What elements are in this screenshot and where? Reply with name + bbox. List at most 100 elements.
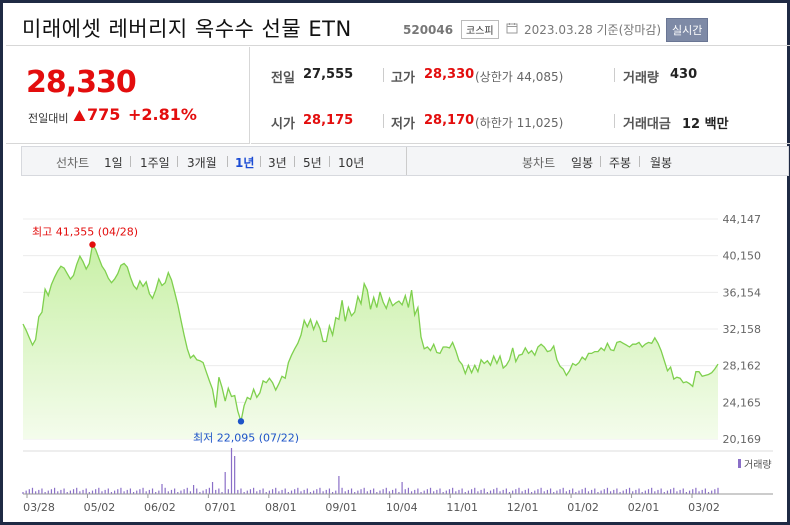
volume-bar (132, 492, 135, 494)
volume-bar (69, 490, 71, 494)
volume-bar (60, 489, 62, 494)
volume-bar (682, 488, 684, 494)
period-1y[interactable]: 1년 (235, 156, 255, 170)
line-chart-label: 선차트 (56, 156, 90, 170)
period-10y[interactable]: 10년 (338, 156, 365, 170)
volume-bar (199, 492, 201, 494)
volume-bar (335, 490, 337, 494)
volume-bar (246, 490, 248, 494)
volume-bar (360, 489, 362, 494)
y-tick-label: 20,169 (723, 433, 762, 446)
candle-weekly[interactable]: 주봉 (609, 156, 632, 170)
volume-bar (164, 487, 166, 494)
volume-bar (322, 491, 324, 494)
candle-daily[interactable]: 일봉 (571, 156, 594, 170)
up-triangle-icon (73, 110, 86, 121)
volume-bar (711, 490, 713, 494)
separator (294, 156, 295, 167)
volume-bar (338, 476, 340, 494)
separator (130, 156, 131, 167)
volume-bar (423, 490, 425, 494)
volume-bar (53, 487, 56, 494)
volume-bar (180, 490, 182, 494)
period-1d[interactable]: 1일 (104, 156, 123, 170)
volume-bar (455, 491, 457, 494)
amount-label: 거래대금 (623, 117, 671, 132)
y-tick-label: 32,158 (723, 323, 762, 336)
volume-bar (483, 488, 485, 494)
volume-bar (401, 482, 403, 494)
volume-bar (196, 488, 198, 494)
volume-bar (211, 482, 214, 494)
volume-bar (57, 491, 59, 494)
volume-bar (666, 490, 669, 494)
prev-close-value: 27,555 (303, 67, 354, 82)
x-tick-label: 01/02 (567, 501, 599, 514)
volume-bar (186, 487, 188, 494)
price-panel: 28,330 전일대비 775 +2.81% (6, 47, 250, 144)
volume-bar (587, 491, 590, 494)
volume-bar (388, 491, 391, 494)
volume-bar (259, 489, 261, 494)
lower-limit: (하한가 11,025) (475, 116, 564, 130)
open-value: 28,175 (303, 113, 354, 128)
volume-bar (363, 487, 365, 494)
volume-bar (591, 489, 593, 494)
volume-bar (120, 487, 122, 494)
volume-bar (417, 488, 419, 494)
volume-bar (183, 489, 185, 494)
volume-bar (243, 492, 245, 494)
page-title: 미래에셋 레버리지 옥수수 선물 ETN (22, 17, 352, 41)
volume-bar (369, 489, 372, 494)
volume-bar (701, 489, 703, 494)
date-text: 2023.03.28 기준(장마감) (524, 23, 662, 37)
volume-bar (714, 489, 716, 494)
x-tick-label: 11/01 (446, 501, 478, 514)
change-value: 775 (87, 105, 121, 124)
volume-bar (249, 489, 252, 494)
volume-bar (515, 489, 517, 494)
x-tick-label: 07/01 (205, 501, 237, 514)
volume-bar (470, 489, 473, 494)
volume-bar (366, 491, 368, 494)
volume-bar (414, 489, 416, 494)
candle-monthly[interactable]: 월봉 (650, 156, 673, 170)
volume-bar (126, 489, 128, 494)
price-chart[interactable]: 44,147 40,150 36,154 32,158 28,162 24,165 20,1… (3, 179, 790, 524)
amount-value: 12 백만 (682, 117, 729, 132)
volume-bar (328, 488, 331, 494)
period-1w[interactable]: 1주일 (140, 156, 170, 170)
volume-bar (104, 489, 106, 494)
volume-bar (695, 487, 697, 494)
volume-bar (22, 492, 24, 494)
volume-bar (98, 487, 100, 494)
x-tick-label: 06/02 (144, 501, 176, 514)
volume-bar (594, 488, 596, 494)
x-tick-label: 05/02 (84, 501, 116, 514)
volume-bar (489, 490, 492, 494)
volume-bar (477, 491, 479, 494)
volume-bar (616, 488, 618, 494)
volume-bar (474, 487, 476, 494)
high-annotation: 최고 41,355 (04/28) (32, 226, 138, 239)
volume-bar (635, 489, 637, 494)
divider (383, 68, 384, 82)
volume-bar (117, 489, 119, 494)
volume-bar (398, 492, 400, 494)
volume-bar (189, 491, 192, 494)
realtime-button[interactable]: 실시간 (666, 18, 709, 42)
volume-bar (107, 488, 109, 494)
period-3m[interactable]: 3개월 (187, 156, 217, 170)
period-3y[interactable]: 3년 (268, 156, 287, 170)
volume-bar (344, 491, 346, 494)
volume-bar (531, 492, 533, 494)
period-5y[interactable]: 5년 (303, 156, 322, 170)
volume-bar (647, 489, 650, 494)
volume-bar (673, 487, 675, 494)
volume-bar (426, 489, 428, 494)
volume-bar (155, 492, 157, 494)
volume-bar (256, 491, 258, 494)
x-tick-label: 08/01 (265, 501, 297, 514)
volume-bar (704, 488, 706, 494)
y-tick-label: 24,165 (723, 396, 762, 409)
